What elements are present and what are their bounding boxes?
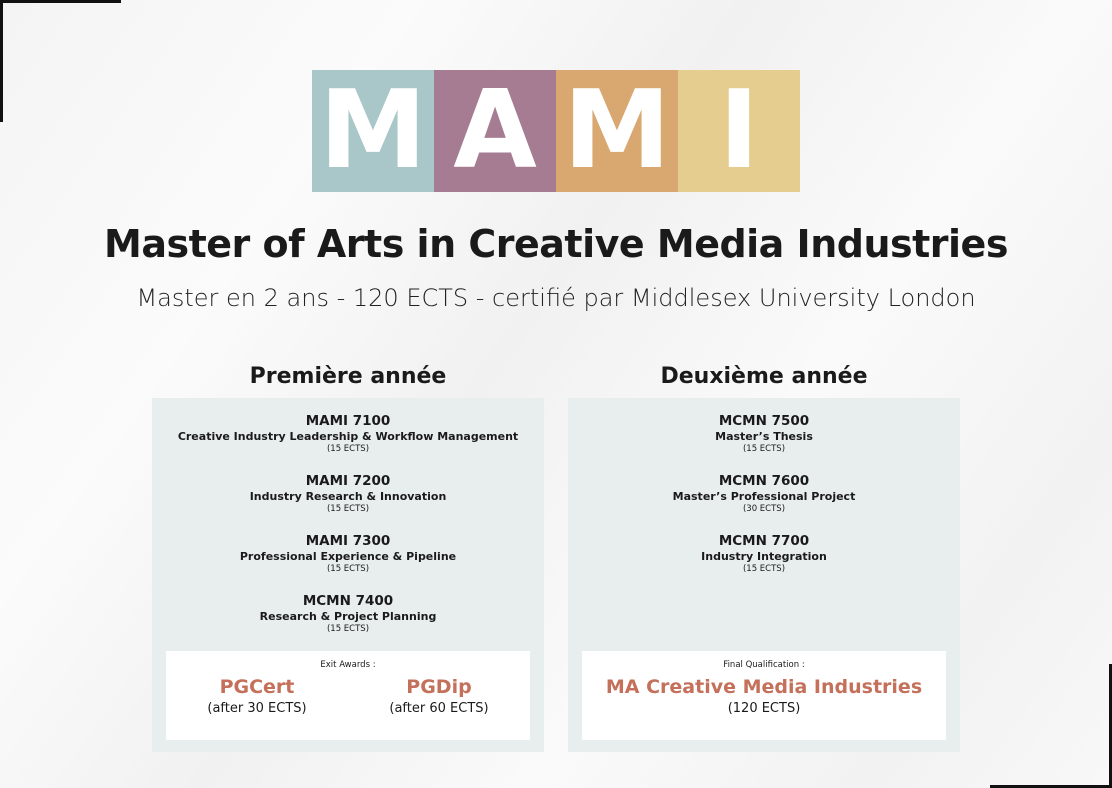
award-title: PGDip (406, 676, 472, 698)
course-name: Master’s Thesis (715, 430, 813, 443)
course-ects: (15 ECTS) (742, 444, 786, 454)
course-ects: (15 ECTS) (742, 564, 786, 574)
course: MAMI 7300 Professional Experience & Pipel… (152, 533, 544, 593)
course-code: MAMI 7200 (305, 473, 391, 489)
year1-heading: Première année (249, 364, 447, 389)
course-code: MCMN 7400 (302, 593, 394, 609)
course: MAMI 7200 Industry Research & Innovation(… (152, 473, 544, 533)
corner-mark-top-v (0, 0, 3, 122)
awards-label: Final Qualification : (723, 660, 805, 670)
corner-mark-bottom-h (990, 785, 1112, 788)
award-detail: (after 60 ECTS) (389, 701, 489, 716)
year2-panel: MCMN 7500 Master’s Thesis (15 ECTS) MCMN 7… (568, 398, 960, 752)
course-code: MAMI 7300 (305, 533, 391, 549)
award: PGDip (after 60 ECTS) (389, 674, 488, 717)
course-name: Master’s Professional Project (672, 490, 856, 503)
award-detail: (120 ECTS) (727, 701, 801, 716)
course: MCMN 7500 Master’s Thesis (15 ECTS) (568, 413, 960, 473)
course-name: Industry Research & Innovation (249, 490, 447, 503)
course: MCMN 7600 Master’s Professional Project (3… (568, 473, 960, 533)
course: MAMI 7100 Creative Industry Leadership & … (152, 413, 544, 473)
logo-letter: M (556, 70, 678, 192)
year2-column: Deuxième année MCMN 7500 Master’s Thesis(… (568, 360, 960, 752)
course-name: Creative Industry Leadership & Workflow … (177, 430, 519, 443)
page-title: Master of Arts in Creative Media Industr… (104, 222, 1008, 266)
course-name: Research & Project Planning (259, 610, 437, 623)
award-title: PGCert (219, 676, 295, 698)
course-ects: (15 ECTS) (326, 624, 370, 634)
year2-heading: Deuxième année (660, 364, 868, 389)
page-subtitle: Master en 2 ans - 120 ECTS - certifié pa… (136, 284, 976, 312)
course-ects: (15 ECTS) (326, 504, 370, 514)
course-name: Professional Experience & Pipeline (239, 550, 457, 563)
logo-letter: M (312, 70, 434, 192)
award: MA Creative Media Industries (120 ECTS) (582, 674, 946, 717)
course: MCMN 7400 Research & Project Planning (15 … (152, 593, 544, 653)
course-ects: (30 ECTS) (742, 504, 786, 514)
logo-letter: A (434, 70, 556, 192)
corner-mark-top-h (0, 0, 121, 3)
logo-letter: I (678, 70, 800, 192)
course-code: MCMN 7600 (718, 473, 810, 489)
course-code: MCMN 7700 (718, 533, 810, 549)
course-code: MAMI 7100 (305, 413, 391, 429)
year1-panel: MAMI 7100 Creative Industry Leadership & … (152, 398, 544, 752)
course-code: MCMN 7500 (718, 413, 810, 429)
corner-mark-bottom-v (1109, 664, 1112, 788)
mami-logo: M A M I (312, 70, 800, 192)
course: MCMN 7700 Industry Integration (15 ECTS) (568, 533, 960, 593)
award: PGCert (after 30 ECTS) (207, 674, 306, 717)
awards-label: Exit Awards : (320, 660, 376, 670)
year1-column: Première année MAMI 7100 Creative Industr… (152, 360, 544, 752)
course-name: Industry Integration (701, 550, 827, 563)
final-qualification-box: Final Qualification : MA Creative Media … (582, 651, 946, 740)
course-ects: (15 ECTS) (326, 564, 370, 574)
exit-awards-box: Exit Awards : PGCert (after 30 ECTS) PGDi… (166, 651, 530, 740)
course-ects: (15 ECTS) (326, 444, 370, 454)
award-detail: (after 30 ECTS) (207, 701, 307, 716)
award-title: MA Creative Media Industries (605, 676, 923, 698)
